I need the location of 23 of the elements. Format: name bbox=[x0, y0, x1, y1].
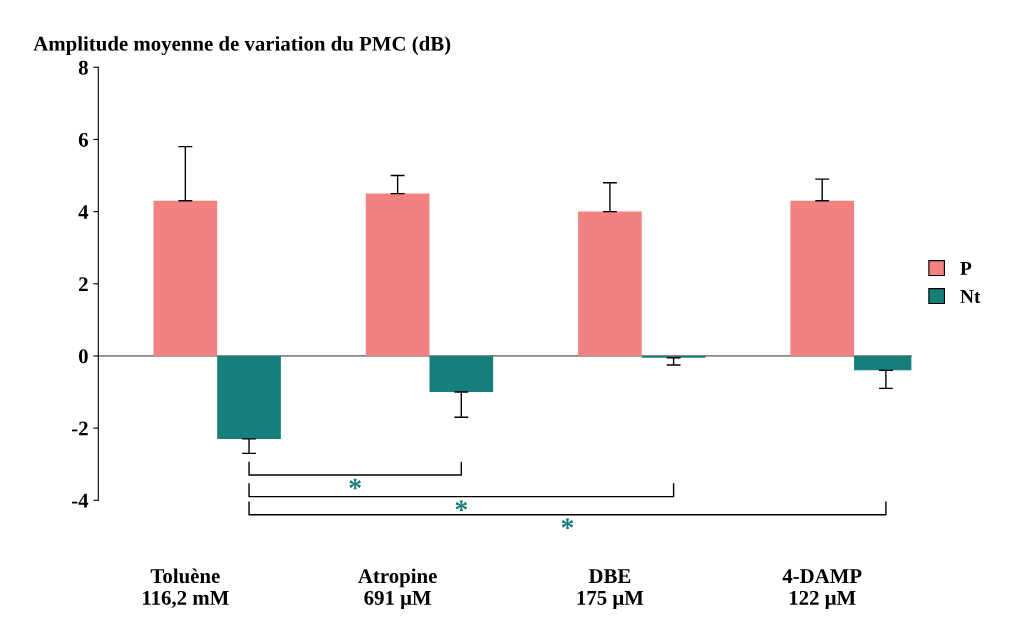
y-tick-label: -2 bbox=[71, 421, 88, 436]
x-tick-label: Atropine 691 μM bbox=[358, 568, 437, 610]
y-tick-label: -4 bbox=[71, 493, 89, 508]
y-tick-label: 0 bbox=[78, 349, 88, 364]
y-tick-label: 2 bbox=[79, 277, 88, 291]
bar bbox=[578, 211, 642, 356]
bar bbox=[790, 200, 855, 356]
x-tick-label: Toluène 116,2 mM bbox=[143, 568, 229, 608]
y-tick-label: 6 bbox=[78, 132, 88, 147]
y-tick-label: 8 bbox=[78, 60, 88, 75]
legend-label: Nt bbox=[960, 290, 981, 304]
chart-title: Amplitude moyenne de variation du PMC (dB) bbox=[33, 36, 451, 56]
bar bbox=[217, 355, 281, 439]
bar bbox=[429, 355, 494, 393]
y-tick-label: 4 bbox=[78, 205, 89, 219]
x-tick-label: DBE 175 μM bbox=[577, 569, 644, 610]
text: * bbox=[561, 518, 574, 530]
text: * bbox=[455, 500, 468, 511]
legend-label: P bbox=[960, 262, 972, 275]
annotation: * bbox=[349, 478, 361, 490]
bar bbox=[365, 193, 430, 356]
x-tick-label: 4-DAMP 122 μM bbox=[782, 569, 862, 610]
bar bbox=[153, 200, 218, 356]
